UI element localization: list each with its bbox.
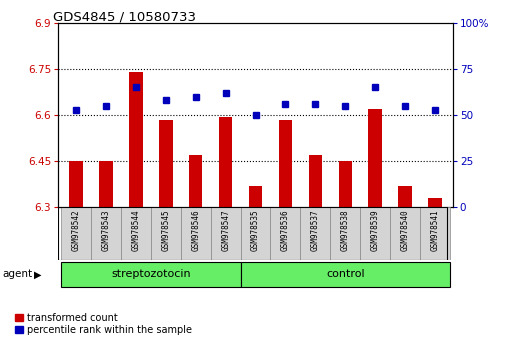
Text: GDS4845 / 10580733: GDS4845 / 10580733 [53,11,196,24]
Text: GSM978546: GSM978546 [191,210,200,251]
Text: agent: agent [3,269,33,279]
Bar [61,262,240,287]
Bar [121,207,150,260]
Text: GSM978545: GSM978545 [161,210,170,251]
Bar [360,207,389,260]
Bar [91,207,121,260]
Text: GSM978544: GSM978544 [131,210,140,251]
Text: GSM978538: GSM978538 [340,210,349,251]
Bar [338,161,351,207]
Bar [278,120,291,207]
Bar [99,161,113,207]
Bar [368,109,381,207]
Text: GSM978543: GSM978543 [102,210,110,251]
Bar [248,185,262,207]
Bar [150,207,180,260]
Bar [159,120,172,207]
Bar [69,161,83,207]
Bar [389,207,419,260]
Bar [427,198,441,207]
Text: ▶: ▶ [34,269,41,279]
Legend: transformed count, percentile rank within the sample: transformed count, percentile rank withi… [15,313,191,335]
Text: GSM978541: GSM978541 [430,210,438,251]
Bar [397,185,411,207]
Text: GSM978537: GSM978537 [310,210,319,251]
Text: GSM978547: GSM978547 [221,210,230,251]
Text: control: control [325,269,364,279]
Bar [210,207,240,260]
Bar [61,207,91,260]
Bar [419,207,449,260]
Bar [270,207,300,260]
Bar [189,155,202,207]
Text: streptozotocin: streptozotocin [111,269,190,279]
Bar [308,155,321,207]
Bar [240,207,270,260]
Text: GSM978542: GSM978542 [72,210,80,251]
Bar [219,116,232,207]
Text: GSM978536: GSM978536 [280,210,289,251]
Text: GSM978539: GSM978539 [370,210,379,251]
Bar [240,262,449,287]
Text: GSM978535: GSM978535 [250,210,260,251]
Text: GSM978540: GSM978540 [400,210,409,251]
Bar [129,72,142,207]
Bar [330,207,360,260]
Bar [300,207,330,260]
Bar [180,207,210,260]
